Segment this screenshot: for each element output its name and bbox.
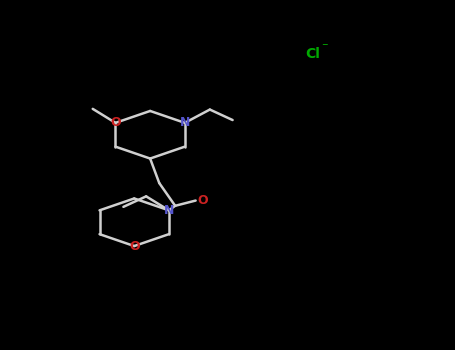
Text: ⁻: ⁻ (321, 41, 328, 54)
Text: N: N (164, 204, 174, 217)
Text: O: O (129, 239, 140, 253)
Text: Cl: Cl (305, 47, 320, 61)
Text: O: O (110, 116, 121, 130)
Text: N: N (180, 116, 190, 130)
Text: O: O (197, 194, 208, 207)
